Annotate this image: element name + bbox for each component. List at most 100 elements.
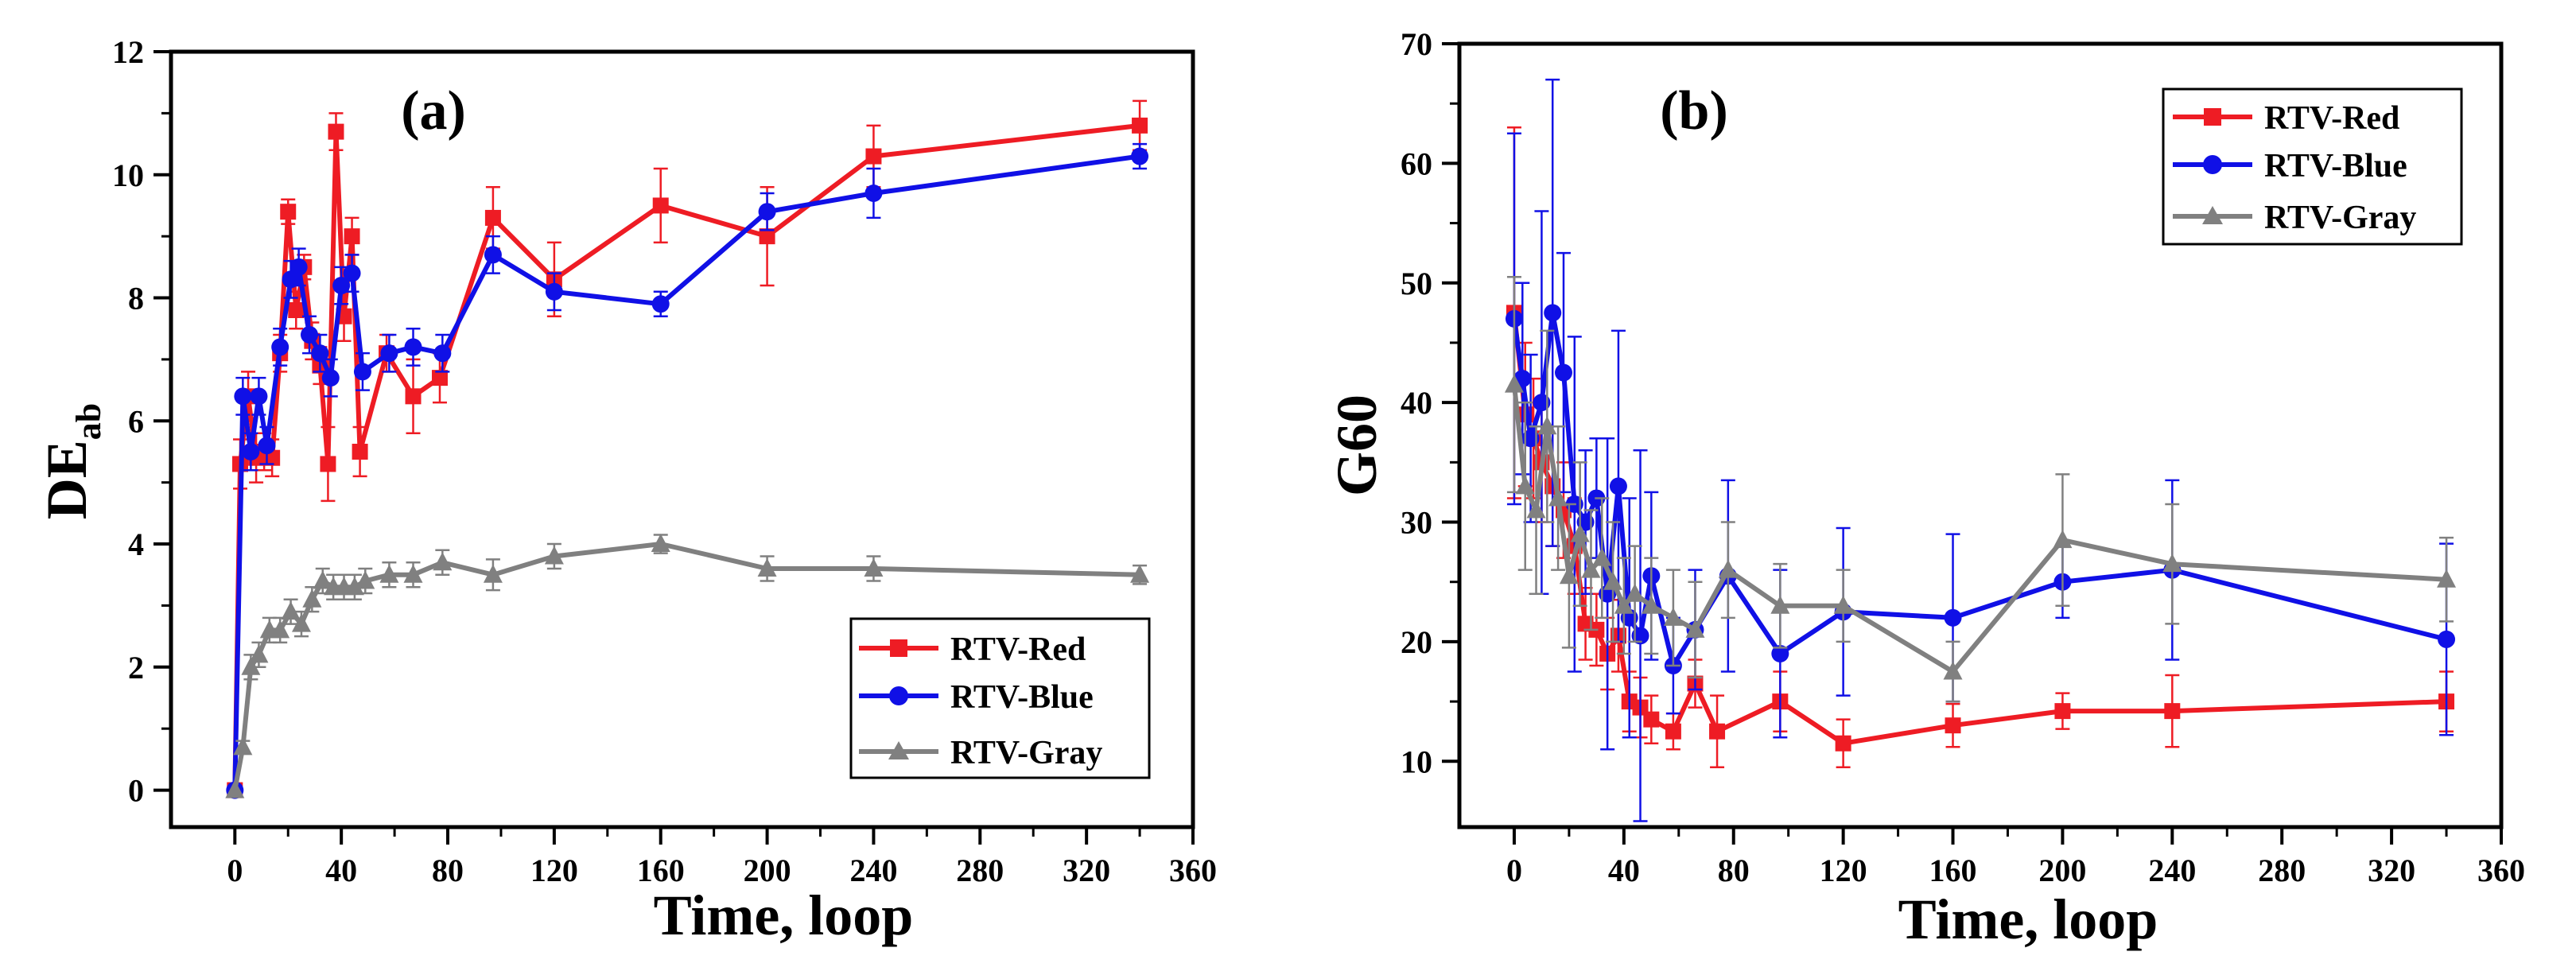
chart-panel-b: 0 40 80 120 160 200 240 280 320 360 10 20 30 40 50 60 70… [1325,26,2525,951]
panel-b-blue-point [1944,608,1962,627]
panel-b-blue-point [1521,429,1540,448]
panel-a-red-point [280,204,297,220]
panel-a-y-tick-label: 10 [112,157,144,193]
panel-a-y-axis-title-main: DE [35,440,99,519]
panel-b-gray-line [1511,384,2447,674]
panel-b-gray-point [2437,569,2457,588]
panel-b-series-gray [1504,275,2457,703]
panel-b-label: (b) [1660,80,1728,142]
panel-a-gray-point [233,736,253,756]
panel-b-red-point [2054,703,2071,720]
panel-a-gray-point [403,564,423,583]
panel-a-red-point [652,197,669,214]
panel-a-series-layer [225,99,1150,799]
panel-b-red-point [2164,703,2181,720]
panel-b-gray-point [2053,530,2073,549]
panel-a-legend-marker-gray [888,741,909,759]
panel-a-legend-marker-red [890,639,907,657]
panel-a-y-tick-label: 0 [128,773,144,809]
panel-a-red-point [759,228,775,245]
panel-b-legend-label-gray: RTV-Gray [2264,200,2416,236]
panel-a-legend-item-gray: RTV-Gray [859,735,1102,771]
panel-a-y-tick-label: 6 [128,403,144,439]
panel-b-y-tick-label: 10 [1401,744,1432,779]
panel-a-y-axis-title: DEab [35,403,108,520]
panel-b-gray-point [1581,559,1601,578]
panel-a-x-tick-label: 40 [325,853,357,888]
panel-a-gray-point [356,570,375,589]
panel-a-x-tick-label: 240 [849,853,897,888]
panel-b-gray-point [1642,595,1661,614]
panel-a-series-gray [225,534,1150,798]
panel-a-blue-point [332,277,351,295]
panel-b-frame [1457,41,2504,829]
panel-a-gray-point [249,644,269,663]
svg-text:G60: G60 [1325,394,1389,496]
panel-a-red-point [405,388,422,405]
panel-a-red-point [431,370,448,387]
panel-a-x-tick-label: 280 [956,853,1004,888]
panel-a-x-axis-title: Time, loop [654,884,914,947]
panel-a-blue-point [242,442,260,460]
panel-b-gray-point [1515,476,1535,495]
panel-b-y-tick-label: 70 [1401,26,1432,62]
panel-b-gray-point [1614,595,1634,614]
panel-a-gray-point [241,656,261,675]
panel-a-red-point [320,456,336,472]
panel-a-blue-point [484,246,502,264]
panel-b-legend-item-blue: RTV-Blue [2173,148,2407,185]
panel-a-legend-item-red: RTV-Red [859,631,1086,668]
panel-a-gray-point [270,620,290,639]
panel-a-red-point [352,443,368,460]
panel-a-blue-point [271,338,289,356]
panel-a-red-point [865,148,882,165]
panel-b-gray-point [2162,554,2182,573]
panel-b-gray-point [1770,595,1790,614]
panel-a-blue-point [353,363,371,381]
panel-b-blue-point [1609,477,1627,495]
panel-a-y-tick-label: 2 [128,650,144,686]
panel-a-axes-layer: 0 40 80 120 160 200 240 280 320 360 0 2 4 6 8 10 12 [112,34,1217,888]
panel-a-y-tick-label: 12 [112,34,144,70]
panel-a-gray-point [544,546,564,565]
panel-a-gray-point [1130,564,1150,583]
panel-b-red-point [1643,711,1660,728]
panel-b-x-tick-label: 280 [2258,853,2306,888]
panel-a-legend-label-red: RTV-Red [950,631,1086,668]
panel-b-y-tick-label: 60 [1401,146,1432,181]
panel-b-y-tick-label: 30 [1401,505,1432,541]
panel-b-gray-point [1833,595,1853,614]
panel-b-axes-layer: 0 40 80 120 160 200 240 280 320 360 10 20 30 40 50 60 70 [1401,26,2525,888]
panel-a-series-blue [226,142,1149,799]
panel-b-gray-point [1718,559,1738,578]
panel-a-gray-point [651,534,670,553]
panel-a-gray-point [302,588,322,608]
panel-a-frame [169,49,1195,829]
panel-b-red-point [1665,723,1681,740]
panel-a-x-tick-label: 120 [530,853,578,888]
panel-b-red-line [1511,313,2447,746]
panel-a-gray-point [291,613,311,632]
panel-a-gray-point [225,779,245,798]
panel-a-blue-point [289,258,308,276]
panel-a-red-point [344,228,360,245]
panel-b-gray-point [1943,661,1963,680]
panel-b-gray-point [1559,565,1579,585]
panel-a-y-axis-title-sub: ab [69,403,108,440]
panel-b-legend-item-red: RTV-Red [2173,100,2399,137]
panel-b-blue-point [1533,394,1551,412]
panel-a-gray-point [433,552,453,571]
panel-b-legend-marker-red [2204,108,2221,126]
panel-a-blue-point [1131,147,1149,165]
panel-b-x-tick-label: 320 [2368,853,2415,888]
panel-b-x-tick-label: 120 [1820,853,1867,888]
panel-a-gray-point [379,564,399,583]
panel-b-x-tick-label: 240 [2148,853,2196,888]
panel-b-blue-point [1771,644,1789,662]
panel-a-x-tick-label: 360 [1169,853,1217,888]
panel-b-y-axis-title: G60 [1325,394,1389,496]
panel-b-x-tick-label: 80 [1718,853,1750,888]
panel-a-x-tick-label: 320 [1063,853,1110,888]
panel-b-red-point [1945,717,1961,734]
